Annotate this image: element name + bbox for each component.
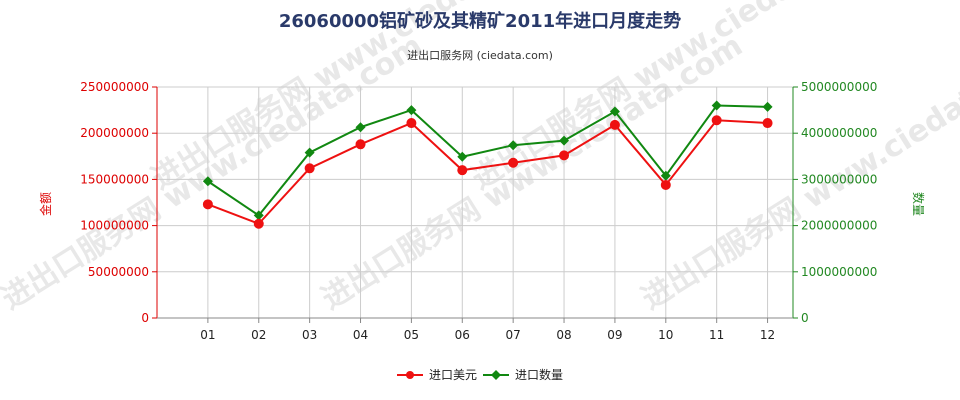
data-point[interactable] — [304, 147, 315, 158]
series-line — [207, 119, 768, 225]
left-tick-label: 250000000 — [80, 80, 149, 94]
data-point[interactable] — [762, 101, 773, 112]
right-tick-label: 5000000000 — [801, 80, 877, 94]
data-point[interactable] — [559, 135, 570, 146]
x-tick-label: 09 — [607, 328, 622, 342]
x-tick-label: 12 — [760, 328, 775, 342]
chart-title: 26060000铝矿砂及其精矿2011年进口月度走势 — [279, 10, 681, 32]
x-tick-label: 01 — [200, 328, 215, 342]
data-point[interactable] — [711, 115, 722, 126]
data-point[interactable] — [202, 199, 213, 210]
left-axis-label: 金额 — [38, 192, 53, 216]
data-point[interactable] — [457, 165, 468, 176]
right-tick-label: 3000000000 — [801, 172, 877, 186]
legend-item-quantity[interactable]: 进口数量 — [483, 367, 563, 382]
data-point[interactable] — [660, 179, 671, 190]
data-point[interactable] — [355, 122, 366, 133]
data-point[interactable] — [559, 150, 570, 161]
data-point[interactable] — [406, 105, 417, 116]
data-point[interactable] — [202, 176, 213, 187]
x-tick-label: 07 — [506, 328, 521, 342]
right-axis-label: 数量 — [911, 192, 926, 216]
legend-quantity-marker — [491, 370, 501, 380]
data-point[interactable] — [711, 100, 722, 111]
right-tick-label: 2000000000 — [801, 219, 877, 233]
data-point[interactable] — [304, 163, 315, 174]
x-tick-label: 06 — [455, 328, 470, 342]
axes — [156, 87, 794, 319]
legend-item-usd[interactable]: 进口美元 — [397, 368, 477, 382]
data-point[interactable] — [457, 151, 468, 162]
legend-usd-marker — [406, 371, 414, 379]
left-tick-label: 50000000 — [88, 265, 149, 279]
series-left — [202, 115, 773, 229]
x-tick-label: 02 — [251, 328, 266, 342]
data-point[interactable] — [762, 118, 773, 129]
right-tick-label: 1000000000 — [801, 265, 877, 279]
left-tick-label: 200000000 — [80, 126, 149, 140]
x-tick-label: 04 — [353, 328, 368, 342]
legend-quantity-label: 进口数量 — [515, 367, 563, 382]
data-point[interactable] — [609, 119, 620, 130]
x-tick-label: 08 — [556, 328, 571, 342]
x-tick-label: 05 — [404, 328, 419, 342]
left-axis-ticks: 0 50000000 100000000 150000000 200000000 2500… — [80, 80, 157, 325]
data-point[interactable] — [406, 118, 417, 129]
data-point[interactable] — [253, 210, 264, 221]
data-point[interactable] — [355, 139, 366, 150]
series-layer — [202, 100, 773, 229]
left-tick-label: 150000000 — [80, 172, 149, 186]
right-tick-label: 4000000000 — [801, 126, 877, 140]
data-point[interactable] — [508, 157, 519, 168]
left-tick-label: 100000000 — [80, 219, 149, 233]
right-axis-ticks: 0 1000000000 2000000000 3000000000 400000000… — [793, 80, 877, 325]
x-axis-ticks: 01 02 03 04 05 06 07 08 09 10 11 12 — [200, 318, 775, 342]
x-tick-label: 03 — [302, 328, 317, 342]
series-right — [202, 100, 773, 221]
series-line — [207, 104, 768, 217]
x-tick-label: 10 — [658, 328, 673, 342]
data-point[interactable] — [253, 218, 264, 229]
data-point[interactable] — [508, 140, 519, 151]
data-point[interactable] — [609, 106, 620, 117]
legend-usd-label: 进口美元 — [429, 368, 477, 382]
x-tick-label: 11 — [709, 328, 724, 342]
data-point[interactable] — [660, 170, 671, 181]
left-tick-label: 0 — [141, 311, 149, 325]
legend[interactable]: 进口美元 进口数量 — [397, 367, 563, 382]
right-tick-label: 0 — [801, 311, 809, 325]
grid — [157, 86, 793, 319]
chart-subtitle: 进出口服务网 (ciedata.com) — [407, 48, 553, 62]
